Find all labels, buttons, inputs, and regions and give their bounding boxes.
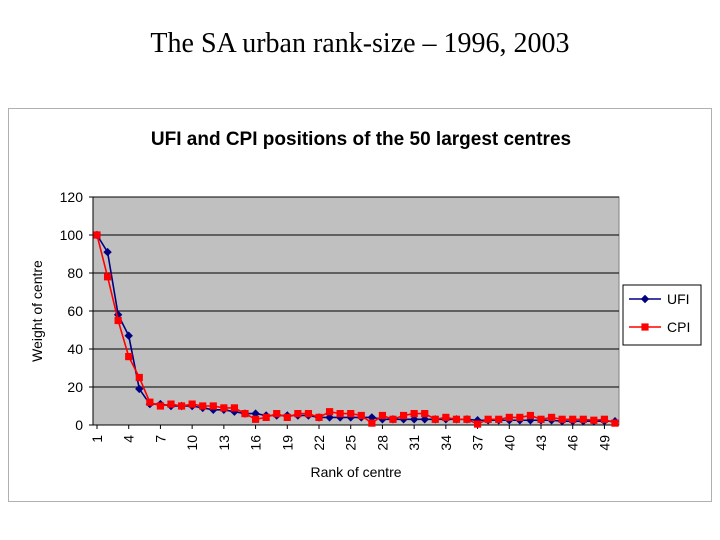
x-axis: 1 4 7 10 13 16 19 22 25 28 31 34 37 40 43 46 49 xyxy=(89,425,612,451)
data-point-cpi xyxy=(378,411,387,420)
data-point-cpi xyxy=(262,413,270,421)
data-point-cpi xyxy=(410,410,418,418)
data-point-cpi xyxy=(273,410,281,418)
legend-marker xyxy=(641,323,649,331)
data-point-ufi xyxy=(251,409,260,418)
x-tick-label: 37 xyxy=(470,435,486,451)
slide-title: The SA urban rank-size – 1996, 2003 xyxy=(150,28,570,59)
x-tick-label: 49 xyxy=(596,435,612,451)
y-tick-label: 80 xyxy=(67,265,83,281)
y-tick-label: 40 xyxy=(67,341,83,357)
chart-svg: UFI and CPI positions of the 50 largest … xyxy=(29,129,702,480)
x-tick-label: 1 xyxy=(89,435,105,443)
chart-title: UFI and CPI positions of the 50 largest … xyxy=(151,129,571,150)
data-point-ufi xyxy=(103,247,112,257)
data-point-cpi xyxy=(230,404,239,412)
data-point-cpi xyxy=(304,410,313,418)
data-point-cpi xyxy=(526,411,535,420)
data-point-cpi xyxy=(188,400,196,408)
x-tick-label: 7 xyxy=(152,435,168,443)
data-point-cpi xyxy=(389,415,397,423)
x-tick-label: 4 xyxy=(121,435,137,443)
x-tick-label: 16 xyxy=(248,435,264,451)
data-point-cpi xyxy=(442,413,450,421)
legend-label: UFI xyxy=(667,291,690,307)
y-tick-label: 100 xyxy=(60,227,84,243)
data-point-cpi xyxy=(558,415,566,423)
data-point-cpi xyxy=(135,373,143,382)
data-point-cpi xyxy=(283,413,291,421)
data-point-cpi xyxy=(114,316,122,325)
data-point-cpi xyxy=(125,353,133,361)
x-tick-label: 40 xyxy=(501,435,517,451)
x-tick-label: 43 xyxy=(533,435,549,451)
data-point-cpi xyxy=(209,402,217,410)
data-point-cpi xyxy=(103,273,112,281)
data-point-cpi xyxy=(357,411,365,420)
x-tick-label: 13 xyxy=(216,435,232,451)
legend: UFI CPI xyxy=(622,284,702,346)
x-tick-label: 22 xyxy=(311,435,327,451)
data-point-cpi xyxy=(177,402,186,410)
y-tick-label: 60 xyxy=(67,303,83,319)
data-point-cpi xyxy=(473,420,482,428)
y-axis-label: Weight of centre xyxy=(29,260,45,362)
data-point-cpi xyxy=(600,415,609,423)
data-point-cpi xyxy=(146,398,154,406)
data-point-cpi xyxy=(611,419,619,427)
data-point-cpi xyxy=(220,404,228,412)
data-point-cpi xyxy=(590,416,598,424)
series-layer xyxy=(92,230,620,428)
legend-marker xyxy=(640,294,650,304)
data-point-cpi xyxy=(505,413,513,421)
y-tick-label: 120 xyxy=(60,189,84,205)
data-point-cpi xyxy=(569,415,577,423)
data-point-cpi xyxy=(294,410,302,418)
data-point-cpi xyxy=(156,402,165,410)
x-tick-label: 28 xyxy=(374,435,390,451)
data-point-cpi xyxy=(516,413,524,421)
x-tick-label: 19 xyxy=(279,435,295,451)
x-tick-label: 31 xyxy=(406,435,422,451)
data-point-cpi xyxy=(495,415,503,423)
y-axis: 0 20 40 60 80 100 120 xyxy=(60,189,619,433)
chart-frame: UFI and CPI positions of the 50 largest … xyxy=(8,108,712,502)
data-point-cpi xyxy=(241,410,249,418)
data-point-cpi xyxy=(399,411,408,420)
data-point-cpi xyxy=(315,413,323,421)
data-point-ufi xyxy=(124,331,133,340)
x-tick-label: 34 xyxy=(438,435,454,451)
data-point-cpi xyxy=(421,410,429,418)
data-point-cpi xyxy=(431,415,439,423)
data-point-cpi xyxy=(325,408,334,416)
data-point-cpi xyxy=(463,415,471,423)
data-point-cpi xyxy=(251,415,260,423)
data-point-cpi xyxy=(199,402,207,410)
series-cpi xyxy=(93,231,619,428)
legend-label: CPI xyxy=(667,319,690,335)
data-point-cpi xyxy=(347,410,355,418)
legend-box xyxy=(622,284,702,346)
legend-item-ufi: UFI xyxy=(629,291,690,307)
data-point-cpi xyxy=(336,410,344,418)
data-point-cpi xyxy=(579,415,587,423)
data-point-cpi xyxy=(368,419,376,427)
data-point-cpi xyxy=(167,400,175,408)
data-point-cpi xyxy=(93,231,101,239)
x-tick-label: 25 xyxy=(343,435,359,451)
data-point-cpi xyxy=(547,413,556,421)
x-tick-label: 10 xyxy=(184,435,200,451)
y-tick-label: 20 xyxy=(67,379,83,395)
legend-item-cpi: CPI xyxy=(629,319,690,335)
y-tick-label: 0 xyxy=(75,417,83,433)
x-axis-label: Rank of centre xyxy=(310,464,401,480)
data-point-ufi xyxy=(135,384,144,394)
x-tick-label: 46 xyxy=(565,435,581,451)
data-point-cpi xyxy=(537,415,545,423)
grid-lines xyxy=(93,196,619,388)
data-point-cpi xyxy=(452,415,461,423)
data-point-cpi xyxy=(484,415,492,423)
